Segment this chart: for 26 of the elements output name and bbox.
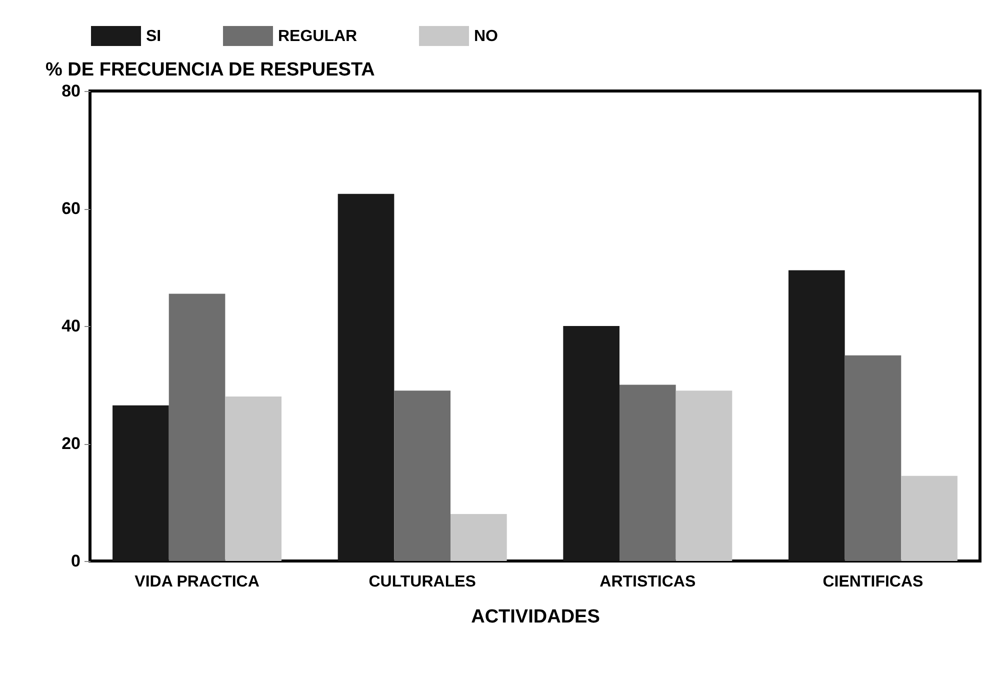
bar (788, 270, 845, 561)
y-axis-title: % DE FRECUENCIA DE RESPUESTA (46, 60, 376, 80)
y-tick-label: 60 (62, 199, 80, 218)
bar (563, 326, 620, 561)
bar (676, 390, 732, 561)
bar (844, 355, 902, 561)
legend-label: NO (474, 28, 498, 45)
x-tick-label: CULTURALES (368, 574, 476, 590)
y-tick-label: 40 (62, 316, 80, 336)
x-tick-label: ARTISTICAS (600, 574, 696, 590)
x-tick-label: CIENTIFICAS (822, 574, 924, 590)
bar (901, 476, 958, 561)
x-axis-title: ACTIVIDADES (471, 606, 600, 628)
legend-label: SI (146, 28, 162, 45)
legend-label: REGULAR (278, 28, 358, 45)
bar (394, 390, 451, 561)
bar (450, 514, 507, 561)
x-tick-label: VIDA PRACTICA (134, 574, 260, 590)
bar (168, 294, 226, 561)
bar (112, 405, 169, 561)
bar (619, 384, 676, 561)
y-tick-label: 80 (62, 82, 80, 100)
bar (338, 194, 394, 561)
y-tick-label: 20 (62, 434, 80, 453)
bar (225, 396, 282, 561)
y-tick-label: 0 (71, 552, 80, 570)
